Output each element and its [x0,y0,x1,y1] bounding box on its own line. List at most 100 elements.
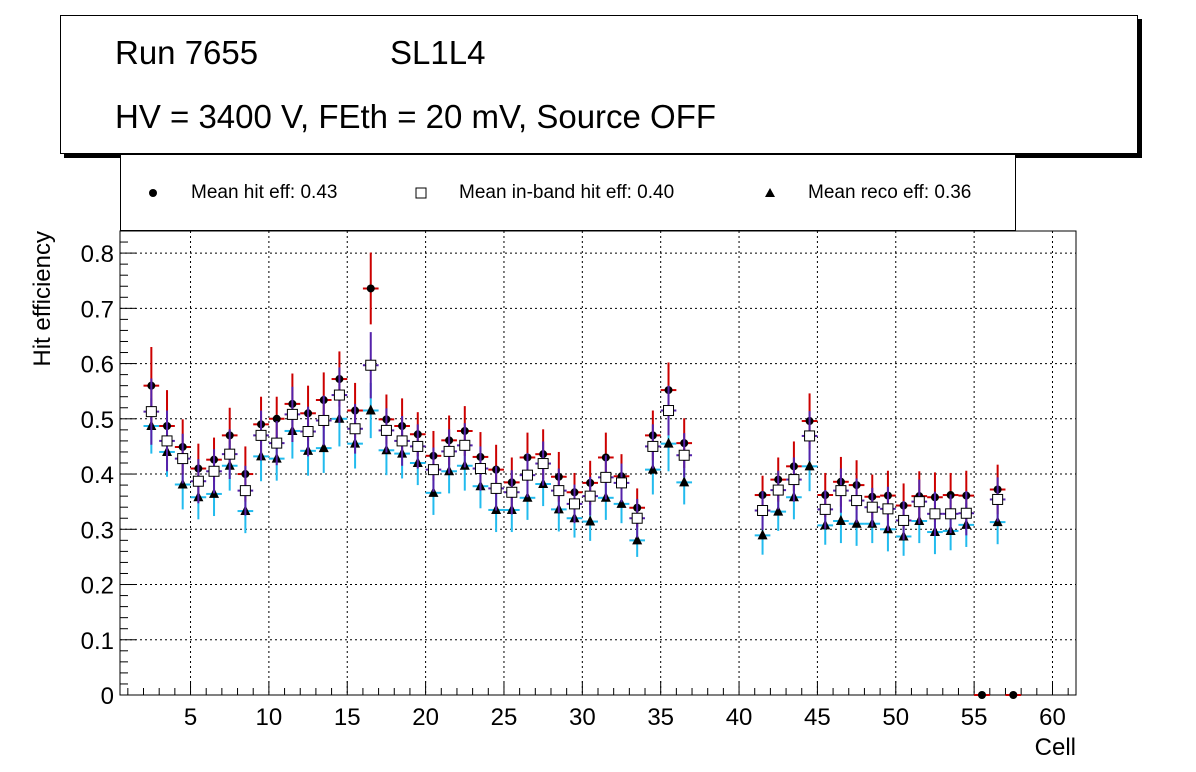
legend-label-hit: Mean hit eff: 0.43 [191,181,338,203]
inband-eff-marker [208,465,220,477]
x-axis-label: Cell [1035,734,1076,761]
inband-eff-marker [678,449,690,461]
reco-eff-marker [318,442,329,453]
inband-eff-marker [992,493,1004,505]
x-tick-label: 15 [334,704,361,731]
inband-eff-point [770,470,787,510]
reco-eff-marker [365,404,376,415]
filled-triangle-marker-icon [765,187,775,197]
inband-eff-point [347,403,363,454]
inband-eff-marker [333,389,345,401]
inband-eff-point [456,423,473,468]
inband-eff-marker [427,464,439,476]
x-tick-label: 5 [184,704,197,731]
inband-eff-marker [647,440,659,452]
layer-name: SL1L4 [390,34,486,71]
inband-eff-point [660,385,677,436]
x-tick-label: 25 [491,704,518,731]
inband-eff-marker [365,359,377,371]
inband-eff-marker [866,501,878,513]
inband-eff-point [911,479,928,524]
inband-eff-marker [255,429,267,441]
open-square-marker-icon [415,187,427,198]
legend-label-reco: Mean reco eff: 0.36 [808,181,972,203]
x-tick-label: 35 [647,704,674,731]
inband-eff-marker [506,486,518,498]
inband-eff-marker [396,435,408,447]
inband-eff-point [378,408,395,453]
inband-eff-point [488,466,504,511]
inband-eff-point [143,378,160,445]
inband-eff-marker [584,490,596,502]
inband-eff-point [237,465,254,516]
hit-eff-point [362,252,379,325]
inband-eff-point [519,453,536,498]
hit-eff-marker [366,284,375,293]
inband-eff-point [284,386,301,443]
inband-eff-point [315,395,332,446]
inband-eff-point [833,468,849,513]
inband-eff-marker [663,405,675,417]
x-tick-label: 45 [804,704,831,731]
filled-circle-marker-icon [149,188,157,197]
inband-eff-marker [898,514,910,526]
inband-eff-point [409,424,426,469]
reco-eff-marker [757,529,768,540]
y-tick-label: 0.7 [81,296,114,323]
inband-eff-point [566,484,583,524]
inband-eff-point [425,447,442,492]
inband-eff-marker [192,475,204,487]
inband-eff-point [895,501,912,540]
inband-eff-point [958,491,975,536]
inband-eff-point [159,410,175,472]
reco-eff-marker [851,517,862,528]
inband-eff-point [927,491,943,536]
inband-eff-marker [835,485,847,497]
reco-eff-marker [679,476,690,487]
inband-eff-point [880,486,896,531]
inband-eff-marker [772,484,784,496]
inband-eff-point [268,421,285,466]
inband-eff-marker [302,426,314,438]
inband-eff-marker [286,408,298,420]
inband-eff-marker [945,508,957,520]
legend-entry-inband: Mean in-band hit eff: 0.40 [401,155,674,230]
inband-eff-point [613,463,630,503]
y-tick-label: 0.3 [81,517,114,544]
inband-eff-point [817,490,834,529]
run-info-box: Run 7655 SL1L4 HV = 3400 V, FEth = 20 mV… [60,15,1138,154]
x-tick-label: 55 [961,704,988,731]
data-points [143,252,1022,699]
inband-eff-marker [224,448,236,460]
inband-eff-marker [271,437,283,449]
reco-eff-marker [835,515,846,525]
inband-eff-point [989,477,1006,522]
reco-eff-marker [177,478,188,489]
reco-eff-marker [585,515,596,526]
inband-eff-marker [960,507,972,519]
inband-eff-marker [521,469,533,481]
hit-eff-point [268,396,285,441]
y-tick-label: 0.2 [81,573,114,600]
legend: Mean hit eff: 0.43 Mean in-band hit eff:… [120,155,1016,231]
inband-eff-point [503,470,520,515]
x-tick-label: 20 [412,704,439,731]
inband-eff-marker [757,505,769,517]
inband-eff-point [221,429,238,480]
inband-eff-point [300,406,316,457]
inband-eff-point [472,446,489,491]
y-axis-label: Hit efficiency [29,231,56,367]
inband-eff-point [550,468,567,513]
inband-eff-marker [412,440,424,452]
plot-frame [119,230,1077,696]
legend-entry-reco: Mean reco eff: 0.36 [750,155,971,230]
inband-eff-point [645,424,661,469]
hit-eff-marker [1009,691,1018,699]
inband-eff-marker [929,508,941,520]
reco-eff-marker [663,437,674,448]
inband-eff-point [629,498,646,538]
inband-eff-point [362,332,379,399]
inband-eff-marker [145,406,157,418]
legend-label-inband: Mean in-band hit eff: 0.40 [459,181,675,203]
